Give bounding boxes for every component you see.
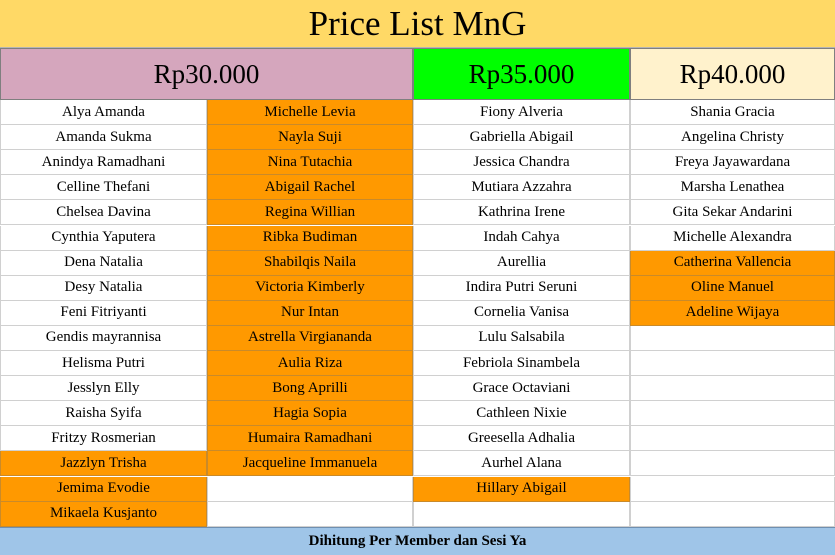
- member-cell: Fritzy Rosmerian: [0, 426, 207, 452]
- member-cell: Astrella Virgiananda: [207, 325, 413, 351]
- member-cell: Hillary Abigail: [413, 476, 630, 502]
- member-cell: Grace Octaviani: [413, 376, 630, 402]
- tier-header-40k: Rp40.000: [630, 48, 835, 100]
- member-cell: Fiony Alveria: [413, 100, 630, 125]
- member-cell: Indah Cahya: [413, 225, 630, 251]
- member-cell: Aulia Riza: [207, 351, 413, 376]
- member-cell: Nur Intan: [207, 300, 413, 326]
- member-cell: Nayla Suji: [207, 125, 413, 151]
- member-cell: Bong Aprilli: [207, 376, 413, 402]
- member-cell: Nina Tutachia: [207, 150, 413, 176]
- member-cell: Alya Amanda: [0, 100, 207, 125]
- member-cell: Shania Gracia: [630, 100, 835, 125]
- member-cell: Jemima Evodie: [0, 476, 207, 502]
- member-cell: Jazzlyn Trisha: [0, 451, 207, 477]
- member-cell: Cornelia Vanisa: [413, 300, 630, 326]
- member-cell: Jesslyn Elly: [0, 376, 207, 402]
- member-cell: Greesella Adhalia: [413, 426, 630, 452]
- member-cell: Celline Thefani: [0, 175, 207, 201]
- member-cell: Freya Jayawardana: [630, 150, 835, 176]
- empty-cell: [630, 376, 835, 402]
- member-cell: Jessica Chandra: [413, 150, 630, 176]
- member-cell: Indira Putri Seruni: [413, 275, 630, 301]
- tier-header-35k: Rp35.000: [413, 48, 630, 100]
- member-cell: Oline Manuel: [630, 275, 835, 301]
- member-cell: Kathrina Irene: [413, 200, 630, 226]
- empty-cell: [630, 426, 835, 452]
- member-cell: Michelle Alexandra: [630, 225, 835, 251]
- member-cell: Aurellia: [413, 250, 630, 276]
- empty-cell: [630, 325, 835, 351]
- member-cell: Helisma Putri: [0, 351, 207, 376]
- empty-cell: [630, 501, 835, 527]
- member-cell: Mutiara Azzahra: [413, 175, 630, 201]
- empty-cell: [413, 501, 630, 527]
- member-cell: Gita Sekar Andarini: [630, 200, 835, 226]
- member-cell: Cynthia Yaputera: [0, 225, 207, 251]
- member-cell: Aurhel Alana: [413, 451, 630, 477]
- member-cell: Lulu Salsabila: [413, 325, 630, 351]
- member-cell: Adeline Wijaya: [630, 300, 835, 326]
- member-cell: Febriola Sinambela: [413, 351, 630, 376]
- member-cell: Gabriella Abigail: [413, 125, 630, 151]
- member-cell: Shabilqis Naila: [207, 250, 413, 276]
- member-cell: Angelina Christy: [630, 125, 835, 151]
- empty-cell: [207, 476, 413, 502]
- member-cell: Mikaela Kusjanto: [0, 501, 207, 527]
- member-cell: Catherina Vallencia: [630, 250, 835, 276]
- empty-cell: [630, 476, 835, 502]
- member-cell: Gendis mayrannisa: [0, 325, 207, 351]
- member-cell: Dena Natalia: [0, 250, 207, 276]
- member-cell: Anindya Ramadhani: [0, 150, 207, 176]
- tier-header-30k: Rp30.000: [0, 48, 413, 100]
- member-cell: Raisha Syifa: [0, 401, 207, 427]
- sheet-title: Price List MnG: [0, 0, 835, 48]
- member-cell: Michelle Levia: [207, 100, 413, 125]
- member-cell: Feni Fitriyanti: [0, 300, 207, 326]
- empty-cell: [630, 451, 835, 477]
- member-cell: Victoria Kimberly: [207, 275, 413, 301]
- empty-cell: [630, 401, 835, 427]
- member-cell: Humaira Ramadhani: [207, 426, 413, 452]
- member-cell: Ribka Budiman: [207, 225, 413, 251]
- member-cell: Marsha Lenathea: [630, 175, 835, 201]
- empty-cell: [630, 351, 835, 376]
- empty-cell: [207, 501, 413, 527]
- member-cell: Jacqueline Immanuela: [207, 451, 413, 477]
- member-cell: Amanda Sukma: [0, 125, 207, 151]
- member-cell: Chelsea Davina: [0, 200, 207, 226]
- member-cell: Abigail Rachel: [207, 175, 413, 201]
- member-cell: Hagia Sopia: [207, 401, 413, 427]
- member-cell: Regina Willian: [207, 200, 413, 226]
- footer-note: Dihitung Per Member dan Sesi Ya: [0, 527, 835, 555]
- member-cell: Desy Natalia: [0, 275, 207, 301]
- member-cell: Cathleen Nixie: [413, 401, 630, 427]
